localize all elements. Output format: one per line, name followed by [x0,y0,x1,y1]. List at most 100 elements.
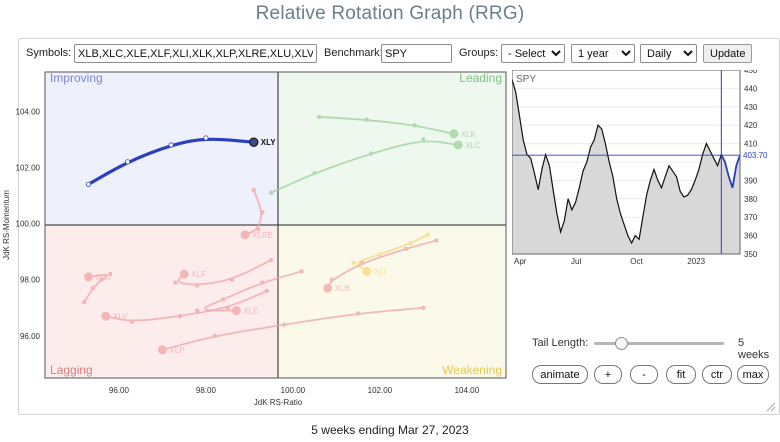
price-y-tick-label: 450 [744,70,758,75]
tail-xle[interactable]: XLE [195,269,304,316]
max-button[interactable]: max [737,365,769,384]
symbols-label: Symbols: [26,47,72,59]
tail-xlk[interactable]: XLK [316,114,477,139]
y-tick-label: 100.00 [16,220,41,229]
price-y-tick-label: 420 [744,121,758,130]
symbols-input[interactable] [74,44,317,63]
tail-symbol-label: XLY [261,138,276,147]
tail-length-label: Tail Length: [532,337,589,349]
tail-symbol-label: XLB [335,284,350,293]
resize-handle-icon[interactable] [766,402,776,412]
tail-xlv[interactable]: XLV [101,288,270,325]
tail-point [129,319,135,325]
label-leading: Leading [459,71,502,85]
tail-head[interactable] [453,140,463,150]
y-tick-label: 104.00 [16,107,41,116]
tail-head[interactable] [157,345,167,355]
tail-symbol-label: XLK [461,130,477,139]
tail-point [260,210,265,215]
range-select[interactable]: 1 year [571,44,635,63]
tail-line [104,290,268,322]
benchmark-input[interactable] [381,44,452,63]
tail-point [251,187,256,193]
tail-head[interactable] [240,230,250,240]
tail-point [421,137,426,142]
tail-length-value: 5 weeks [738,337,770,361]
tail-point [377,252,383,257]
price-x-tick-label: 2023 [687,257,705,266]
tail-head[interactable] [179,269,189,279]
zoom-out-button[interactable]: - [630,365,658,384]
x-tick-label: 96.00 [109,386,130,395]
zoom-in-button[interactable]: + [594,365,622,384]
tail-point [225,305,230,311]
tail-xly[interactable]: XLY [85,135,276,187]
tail-point [408,241,413,246]
tail-point [195,283,200,288]
center-button[interactable]: ctr [702,365,732,384]
fit-button[interactable]: fit [666,365,696,384]
benchmark-label: Benchmark: [324,47,383,59]
tail-point [403,246,409,252]
animate-button[interactable]: animate [532,365,588,384]
quadrant-weakening [278,225,506,378]
tail-head[interactable] [83,272,93,282]
tail-head[interactable] [249,137,259,147]
tail-xlb[interactable]: XLB [323,238,439,294]
tail-point [299,269,304,274]
price-y-tick-label: 410 [744,140,758,149]
tail-point [177,314,183,319]
tail-point [329,277,335,282]
tail-xlc[interactable]: XLC [268,137,481,195]
footer-caption: 5 weeks ending Mar 27, 2023 [311,423,469,437]
tail-line [270,140,460,194]
tail-symbol-label: XLC [465,141,481,150]
tail-point [229,277,235,282]
tail-point [212,333,217,339]
price-y-tick-label: 430 [744,103,758,112]
tail-point [255,227,261,232]
tail-length-slider-handle[interactable] [614,337,628,350]
price-x-tick-label: Apr [514,257,527,266]
tail-head[interactable] [101,311,111,321]
price-y-tick-label: 390 [744,176,758,185]
price-tail-line [720,154,741,189]
tail-xlre[interactable]: XLRE [240,187,273,240]
tail-point [221,297,226,302]
tail-symbol-label: XLE [243,307,258,316]
tail-symbol-label: XLI [374,267,386,276]
groups-select[interactable]: - Select - [501,44,565,63]
tail-line [161,306,425,351]
tail-symbol-label: XLP [169,346,184,355]
tail-xli[interactable]: XLI [351,232,430,276]
tail-point [195,308,200,313]
tail-symbol-label: XLRE [252,231,273,240]
tail-point [368,151,374,156]
period-select[interactable]: Daily [640,44,697,63]
tail-head[interactable] [362,266,372,276]
update-button[interactable]: Update [703,44,753,63]
tail-symbol-label: XLF [191,270,206,279]
tail-point [412,123,417,128]
tail-xlp[interactable]: XLP [157,305,426,355]
tail-point [260,280,265,285]
tail-length-track[interactable] [594,337,724,350]
x-tick-label: 100.00 [281,386,306,395]
tail-point [203,135,209,141]
last-value-label: 403.70 [743,151,768,160]
label-improving: Improving [50,71,103,85]
tail-point [421,305,426,311]
tail-line [318,116,455,135]
tail-head[interactable] [449,129,459,139]
price-chart-border [512,70,741,255]
tail-point [434,238,439,243]
tail-xlu[interactable]: XLU [81,271,113,305]
tail-point [81,300,87,305]
tail-head[interactable] [323,283,333,293]
y-tick-label: 96.00 [20,332,41,341]
tail-point [351,260,356,266]
x-tick-label: 104.00 [455,386,480,395]
tail-xlf[interactable]: XLF [173,257,274,288]
tail-head[interactable] [231,306,241,316]
